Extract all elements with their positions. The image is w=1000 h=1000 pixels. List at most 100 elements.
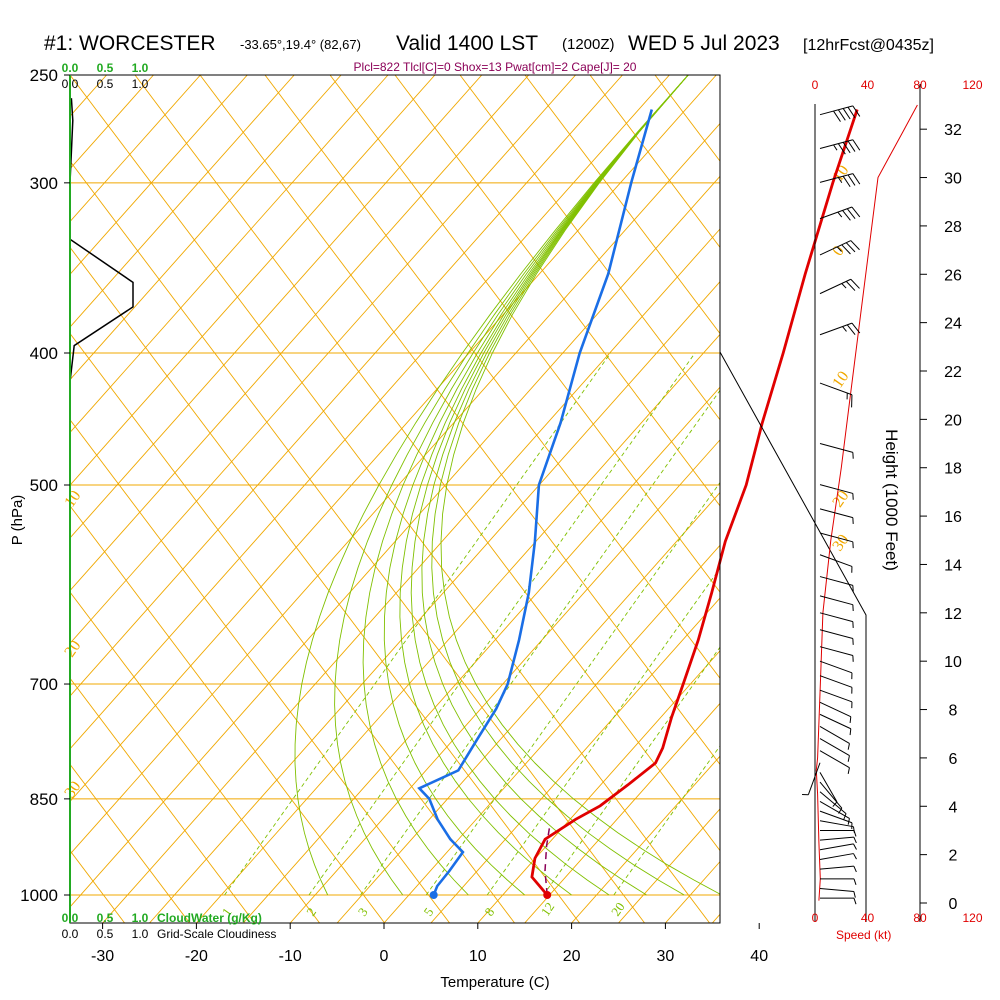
height-tick-label: 20	[944, 412, 962, 429]
wind-barb-feather	[841, 283, 847, 289]
adiabat-line	[70, 160, 645, 923]
wind-barb-feather	[847, 140, 856, 152]
y-tick-label: 1000	[20, 886, 58, 905]
isotherm-line	[571, 755, 720, 923]
cloud-water-tick: 0.5	[97, 911, 114, 925]
isotherm-line	[70, 75, 389, 434]
wind-barb-feather	[852, 826, 855, 834]
mixing-ratio-label: 2	[303, 905, 319, 919]
mixing-ratio-line	[613, 745, 720, 896]
wind-barb	[819, 532, 854, 549]
wind-barb-staff	[819, 701, 852, 718]
wind-barb	[819, 750, 850, 774]
speed-tick: 40	[861, 78, 875, 92]
cloud-water-tick: 0.0	[62, 61, 79, 75]
y-tick-label: 700	[30, 675, 58, 694]
wind-barb-staff	[819, 726, 850, 744]
background-grid	[70, 75, 1000, 923]
wind-barb-staff	[819, 660, 853, 674]
wind-barb-feather	[837, 177, 843, 184]
moist-adiabat	[421, 75, 689, 896]
mixing-ratio-line	[224, 352, 611, 896]
wind-speed-line	[815, 104, 918, 901]
surface-dewpoint-dot	[429, 891, 438, 899]
height-tick-label: 14	[944, 557, 962, 574]
adiabat-line	[70, 418, 450, 923]
isotherm-line	[70, 75, 248, 275]
height-tick-label: 22	[944, 364, 962, 381]
x-tick-label: 40	[750, 948, 768, 965]
cloudiness-tick: 0.5	[97, 77, 114, 91]
wind-barb	[820, 829, 857, 837]
wind-barb-staff	[819, 713, 852, 730]
wind-barb-staff	[807, 762, 821, 795]
wind-barb-staff	[819, 595, 853, 606]
isotherm-line	[70, 75, 342, 381]
isotherm-line	[70, 75, 530, 592]
cloud-water-label: CloudWater (g/Kg)	[157, 911, 262, 925]
wind-barb-feather	[842, 142, 851, 154]
wind-barb-staff	[819, 646, 853, 656]
isotherm-line	[70, 75, 436, 486]
wind-barb-staff	[819, 865, 854, 870]
wind-barb-feather	[837, 143, 846, 155]
y-tick-label: 400	[30, 344, 58, 363]
wind-barb-staff	[819, 820, 854, 828]
isotherm-line	[430, 597, 720, 923]
wind-barb	[819, 713, 852, 736]
speed-tick: 0	[812, 78, 819, 92]
isotherm-line	[70, 75, 201, 223]
speed-tick: 0	[812, 911, 819, 925]
wind-barb-staff	[819, 772, 838, 803]
moist-adiabat	[294, 75, 689, 896]
wind-barb-feather	[852, 139, 861, 151]
speed-tick: 120	[962, 78, 982, 92]
wind-barb-staff	[819, 240, 852, 256]
wind-barb	[819, 726, 850, 750]
wind-barb	[819, 240, 860, 256]
wind-barb-feather	[846, 208, 856, 219]
wind-barb-feather	[847, 106, 856, 118]
adiabat-line	[70, 763, 190, 923]
cloudiness-label: Grid-Scale Cloudiness	[157, 927, 276, 941]
wind-barb-feather	[852, 173, 861, 185]
height-tick-label: 18	[944, 461, 962, 478]
wind-barb-feather	[837, 109, 846, 121]
wind-barb-feather	[853, 865, 857, 873]
wind-barb-feather	[853, 853, 857, 860]
wind-barb-feather	[836, 246, 842, 252]
adiabat-line	[264, 75, 720, 679]
wind-barb	[819, 278, 860, 295]
wind-barb-staff	[819, 629, 853, 640]
x-tick-label: 0	[380, 948, 389, 965]
isotherm-label: 30	[61, 778, 84, 801]
wind-barb-staff	[819, 554, 853, 567]
wind-barb	[819, 843, 857, 851]
wind-barb	[819, 738, 850, 762]
wind-barb-staff	[819, 173, 853, 183]
cloudiness-tick: 0.0	[62, 927, 79, 941]
height-wind-panel: 0246810121416182022242628303200404080801…	[719, 78, 983, 925]
wind-barb	[819, 508, 854, 524]
wind-barb-staff	[819, 382, 853, 396]
wind-barb	[819, 701, 852, 724]
moist-adiabat	[334, 75, 689, 896]
chart-title-valid: Valid 1400 LST	[396, 32, 538, 55]
wind-barb-feather	[847, 174, 856, 186]
speed-label: Speed (kt)	[836, 928, 891, 942]
cloudiness-tick: 1.0	[132, 927, 149, 941]
moist-adiabat	[440, 75, 720, 895]
isotherm-label: 10	[61, 488, 84, 511]
wind-barb-staff	[819, 675, 853, 688]
adiabat-line	[70, 75, 710, 923]
wind-barb-staff	[819, 791, 847, 815]
wind-barb-staff	[819, 278, 852, 295]
adiabat-line	[329, 75, 720, 593]
cloud-water-tick: 1.0	[132, 911, 149, 925]
wind-barb-staff	[819, 781, 843, 809]
isotherm-line	[759, 75, 1000, 923]
wind-barb-staff	[819, 532, 853, 543]
wind-barb-feather	[853, 891, 856, 898]
isotherm-line	[70, 75, 670, 750]
